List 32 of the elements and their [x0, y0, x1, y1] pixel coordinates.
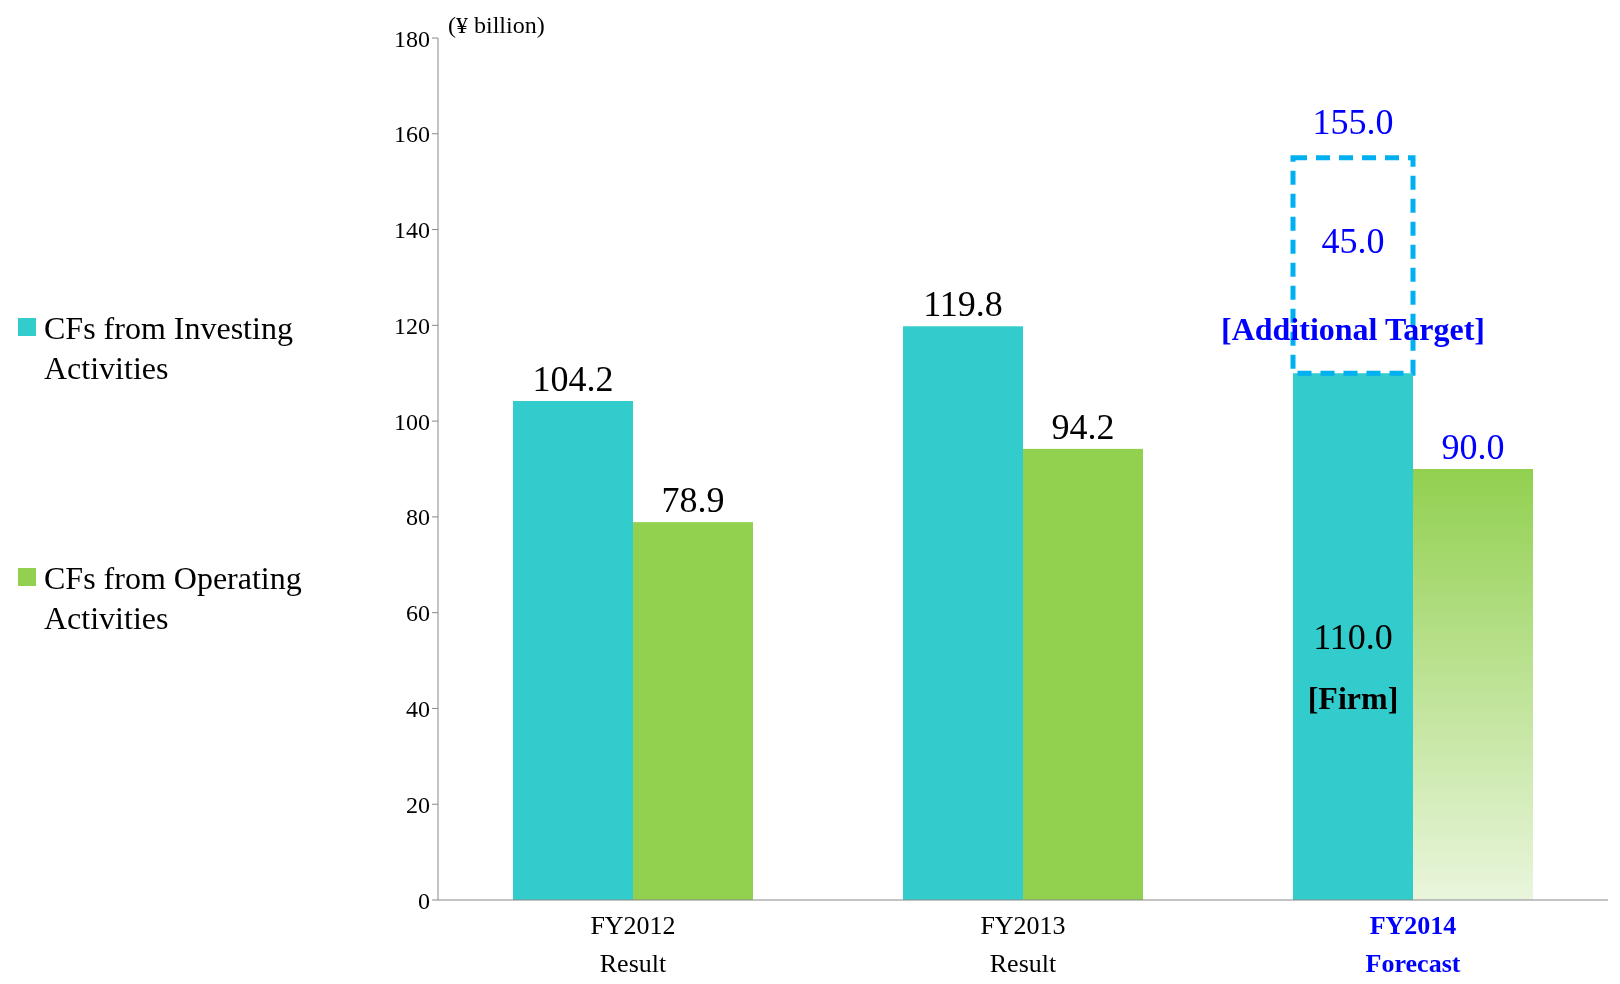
y-tick-label: 140 — [394, 217, 430, 244]
bar — [633, 522, 753, 900]
y-tick-label: 160 — [394, 121, 430, 148]
legend-label: CFs from Investing Activities — [44, 309, 294, 388]
legend-label: CFs from Operating Activities — [44, 559, 303, 638]
x-tick-label: FY2012 Result — [590, 911, 676, 978]
y-tick-label: 120 — [394, 312, 430, 339]
y-tick-label: 60 — [406, 600, 430, 627]
bar — [1293, 373, 1413, 900]
data-label: 78.9 — [661, 480, 725, 521]
y-tick-label: 80 — [406, 504, 430, 531]
y-tick-label: 0 — [418, 887, 430, 914]
bar — [1413, 469, 1533, 900]
data-label: 90.0 — [1441, 427, 1505, 467]
y-tick-label: 180 — [394, 25, 430, 52]
data-label: 110.0 — [1313, 616, 1393, 657]
data-label: 104.2 — [532, 359, 614, 399]
annotation: [Firm] — [1307, 679, 1399, 716]
bar — [1023, 448, 1143, 900]
data-label: 119.8 — [923, 284, 1003, 325]
y-tick-label: 40 — [406, 695, 430, 722]
data-label: 45.0 — [1321, 221, 1385, 262]
x-tick-label: FY2014 Forecast — [1365, 911, 1461, 978]
bar — [903, 326, 1023, 900]
bar — [513, 401, 633, 900]
annotation: [Additional Target] — [1220, 311, 1486, 348]
y-tick-label: 20 — [406, 791, 430, 818]
annotation: 155.0 — [1312, 101, 1394, 142]
y-tick-label: 100 — [394, 408, 430, 435]
data-label: 94.2 — [1051, 406, 1115, 447]
x-tick-label: FY2013 Result — [980, 911, 1066, 978]
y-axis-title: (¥ billion) — [448, 12, 545, 39]
